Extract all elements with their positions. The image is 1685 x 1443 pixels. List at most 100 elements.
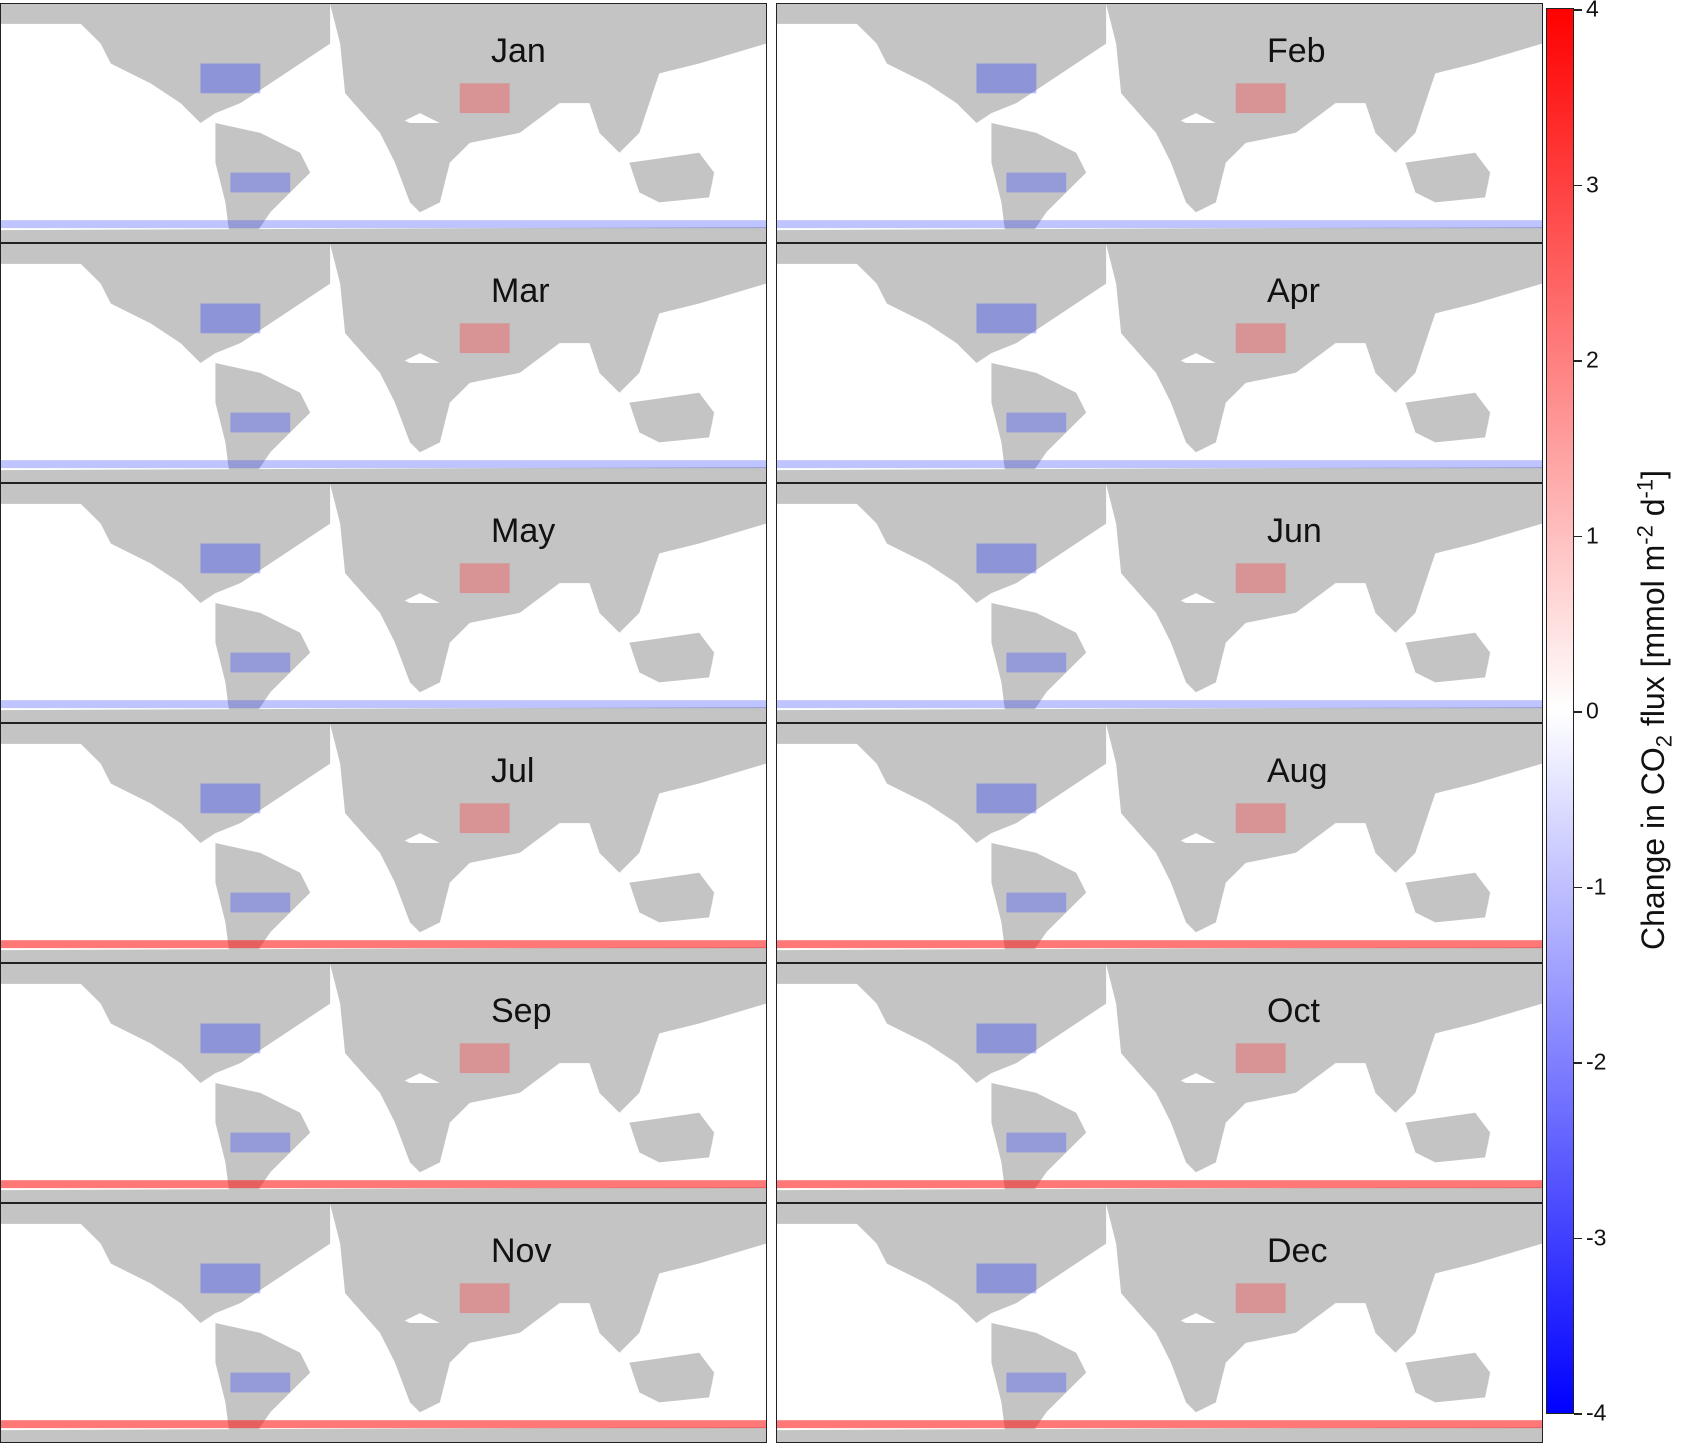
land-mass [215, 1083, 311, 1202]
colorbar-gradient [1546, 8, 1574, 1414]
land-mass [1, 947, 766, 962]
land-mass [330, 484, 766, 633]
land-mass [1405, 1112, 1491, 1163]
world-map [1, 244, 766, 482]
land-mass [1121, 333, 1246, 453]
land-mass [1, 1204, 331, 1323]
land-mass [330, 1204, 766, 1353]
map-panel-jun: Jun [776, 483, 1543, 723]
flux-anomaly-patch [230, 892, 291, 913]
land-mass [1, 484, 331, 603]
land-mass [991, 1083, 1087, 1202]
flux-anomaly-patch [1235, 1283, 1286, 1314]
flux-anomaly-patch [459, 1283, 510, 1314]
colorbar-tick-label: -2 [1586, 1048, 1607, 1075]
land-mass [777, 244, 1107, 363]
colorbar: 4 3 2 1 0 -1 -2 -3 -4 [1546, 0, 1685, 1426]
land-mass [777, 707, 1542, 722]
month-label: Sep [491, 992, 552, 1030]
land-mass [1, 1427, 766, 1442]
colorbar-tick [1574, 9, 1582, 11]
flux-anomaly-patch [1006, 1132, 1067, 1153]
flux-anomaly-patch [1, 940, 766, 949]
land-mass [215, 1323, 311, 1442]
world-map [777, 1204, 1542, 1442]
land-mass [629, 152, 715, 203]
land-mass [629, 392, 715, 443]
land-mass [1121, 573, 1246, 693]
land-mass [777, 947, 1542, 962]
month-label: Oct [1267, 992, 1320, 1030]
month-label: Feb [1267, 32, 1326, 70]
land-mass [345, 813, 470, 933]
land-mass [330, 724, 766, 873]
colorbar-tick-label: -3 [1586, 1224, 1607, 1250]
land-mass [629, 1352, 715, 1403]
land-mass [629, 632, 715, 683]
map-panel-mar: Mar [0, 243, 767, 483]
land-mass [330, 4, 766, 153]
land-mass [1106, 4, 1542, 153]
colorbar-tick [1574, 1413, 1582, 1415]
flux-anomaly-patch [1235, 83, 1286, 114]
flux-anomaly-patch [976, 1263, 1037, 1294]
flux-anomaly-patch [200, 783, 261, 814]
flux-anomaly-patch [1235, 803, 1286, 834]
land-mass [1106, 1204, 1542, 1353]
flux-anomaly-patch [777, 460, 1542, 469]
colorbar-tick-label: -1 [1586, 873, 1607, 899]
land-mass [1106, 244, 1542, 393]
land-mass [345, 93, 470, 213]
colorbar-tick-label: 3 [1586, 171, 1599, 197]
colorbar-tick [1574, 535, 1582, 537]
colorbar-tick-label: 1 [1586, 522, 1599, 548]
land-mass [345, 1293, 470, 1413]
land-mass [777, 964, 1107, 1083]
world-map [1, 724, 766, 962]
month-label: Mar [491, 272, 550, 310]
land-mass [345, 573, 470, 693]
flux-anomaly-patch [976, 543, 1037, 574]
flux-anomaly-patch [1, 1180, 766, 1189]
land-mass [1, 707, 766, 722]
month-label: Apr [1267, 272, 1320, 310]
map-panel-jul: Jul [0, 723, 767, 963]
flux-anomaly-patch [1, 220, 766, 229]
land-mass [345, 1053, 470, 1173]
flux-anomaly-patch [200, 303, 261, 334]
flux-anomaly-patch [1006, 412, 1067, 433]
colorbar-tick [1574, 360, 1582, 362]
land-mass [1405, 872, 1491, 923]
world-map [777, 964, 1542, 1202]
flux-anomaly-patch [230, 1372, 291, 1393]
land-mass [1121, 1053, 1246, 1173]
land-mass [991, 843, 1087, 962]
flux-anomaly-patch [777, 1180, 1542, 1189]
world-map [777, 484, 1542, 722]
flux-anomaly-patch [230, 1132, 291, 1153]
colorbar-tick [1574, 886, 1582, 888]
flux-anomaly-patch [1235, 563, 1286, 594]
land-mass [777, 484, 1107, 603]
flux-anomaly-patch [1006, 652, 1067, 673]
world-map [777, 244, 1542, 482]
colorbar-tick [1574, 1237, 1582, 1239]
land-mass [1121, 813, 1246, 933]
land-mass [1405, 392, 1491, 443]
land-mass [330, 244, 766, 393]
land-mass [1, 227, 766, 242]
land-mass [777, 1204, 1107, 1323]
flux-anomaly-patch [1, 460, 766, 469]
month-label: Jul [491, 752, 535, 790]
flux-anomaly-patch [200, 1263, 261, 1294]
land-mass [1, 244, 331, 363]
month-label: Jan [491, 32, 546, 70]
flux-anomaly-patch [777, 700, 1542, 709]
flux-anomaly-patch [230, 412, 291, 433]
flux-anomaly-patch [777, 940, 1542, 949]
flux-anomaly-patch [976, 1023, 1037, 1054]
world-map [777, 4, 1542, 242]
month-label: May [491, 512, 556, 550]
flux-anomaly-patch [459, 803, 510, 834]
flux-anomaly-patch [459, 83, 510, 114]
